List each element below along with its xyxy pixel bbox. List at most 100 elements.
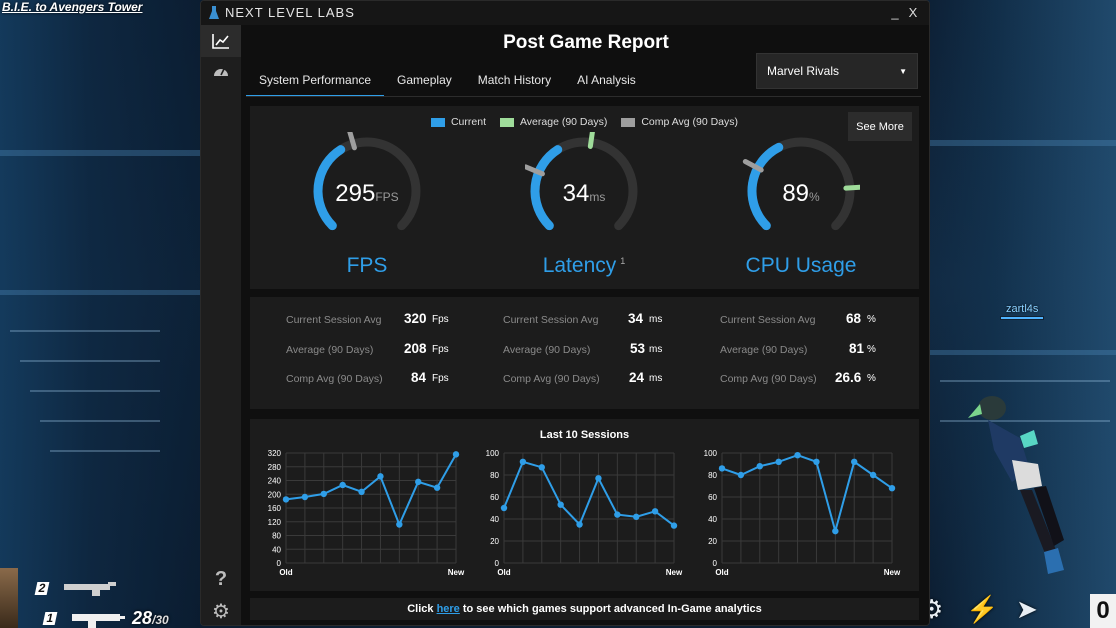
stat-value: 81	[849, 341, 865, 356]
weapon-slot-1: 1	[42, 611, 58, 625]
chart-data-point	[301, 493, 309, 501]
background-stairs	[40, 420, 160, 422]
gauge-comp-avg-marker	[525, 164, 545, 177]
gauge-comp-avg-marker	[347, 132, 357, 151]
game-select-dropdown[interactable]: Marvel Rivals ▼	[756, 53, 918, 89]
background-stairs	[20, 360, 160, 362]
close-button[interactable]: X	[908, 5, 918, 20]
player-character	[968, 396, 1064, 574]
background-stairs	[940, 380, 1110, 382]
sidebar-item-settings[interactable]: ⚙	[201, 595, 241, 625]
background-stairs	[10, 330, 160, 332]
stat-unit: %	[867, 314, 876, 325]
stat-value: 208	[404, 341, 427, 356]
background-stairs	[30, 390, 160, 392]
stat-row: Current Session Avg 68%	[720, 311, 920, 331]
chart-data-point	[500, 504, 508, 512]
stat-row: Comp Avg (90 Days) 84 Fps	[286, 370, 486, 390]
cpu-sessions-chart: 0 20 40 60 80 100 Old New	[704, 449, 901, 577]
tab-ai-analysis[interactable]: AI Analysis	[577, 73, 636, 87]
stat-value: 68	[846, 311, 862, 326]
secondary-weapon-icon	[64, 582, 116, 596]
minimize-button[interactable]: _	[891, 5, 899, 20]
legend-swatch-comp-avg	[621, 117, 636, 127]
chart-data-point	[718, 465, 726, 472]
chart-data-point	[651, 508, 659, 515]
chart-data-point	[756, 463, 763, 470]
chart-data-point	[775, 458, 782, 465]
tab-gameplay[interactable]: Gameplay	[397, 73, 452, 87]
latency-gauge: 34ms	[525, 132, 665, 282]
brand-name: NEXT LEVEL LABS	[225, 5, 355, 20]
report-tabs: System Performance Gameplay Match Histor…	[246, 65, 649, 97]
title-bar[interactable]: NEXT LEVEL LABS _ X	[201, 1, 929, 25]
stat-label: Comp Avg (90 Days)	[720, 373, 817, 385]
chart-x-tick-label: New	[666, 568, 683, 577]
fps-gauge: 295FPS	[308, 132, 448, 282]
cpu-gauge: 89%	[742, 132, 882, 282]
background-stairs	[50, 450, 160, 452]
flask-logo-icon	[209, 5, 219, 19]
chart-data-point	[320, 490, 327, 498]
fps-gauge-label-text: FPS	[346, 254, 388, 277]
chart-data-point	[595, 475, 602, 482]
footer-link[interactable]: here	[436, 603, 460, 615]
stat-unit: ms	[649, 344, 663, 355]
chart-y-tick-label: 100	[486, 449, 500, 458]
stat-row: Average (90 Days) 81%	[720, 341, 920, 361]
sidebar-item-performance[interactable]	[201, 55, 241, 87]
stat-row: Comp Avg (90 Days) 26.6%	[720, 370, 920, 390]
primary-weapon-icon	[72, 614, 125, 628]
stat-unit: Fps	[432, 314, 449, 325]
latency-gauge-dial	[525, 132, 638, 231]
tab-system-performance[interactable]: System Performance	[246, 65, 385, 97]
tab-match-history[interactable]: Match History	[477, 73, 552, 87]
chart-data-point	[670, 522, 678, 529]
stat-value: 84	[411, 370, 427, 385]
latency-gauge-unit: ms	[589, 190, 606, 204]
report-content: Post Game Report System Performance Game…	[241, 25, 929, 625]
latency-footnote-marker: 1	[620, 256, 626, 266]
stat-unit: %	[867, 344, 876, 355]
sidebar-item-reports[interactable]	[201, 25, 241, 57]
latency-gauge-label-text: Latency	[542, 254, 617, 277]
stat-row: Average (90 Days) 53 ms	[503, 341, 703, 361]
cpu-gauge-dial	[742, 137, 860, 231]
gauge-current-arc	[313, 145, 346, 231]
gauges-panel: Current Average (90 Days) Comp Avg (90 D…	[250, 106, 919, 289]
stat-unit: ms	[649, 314, 663, 325]
cpu-gauge-unit: %	[809, 190, 820, 204]
player-name-tag: zartl4s	[1006, 303, 1039, 315]
chart-y-tick-label: 80	[272, 532, 281, 541]
chart-y-tick-label: 60	[708, 493, 717, 502]
legend-current-label: Current	[450, 116, 486, 128]
lightning-ability-icon: ⚡	[966, 594, 999, 624]
sidebar-item-help[interactable]: ?	[201, 563, 241, 595]
stat-value: 34	[628, 311, 644, 326]
chevron-down-icon: ▼	[899, 66, 907, 76]
ammo-counter: 28/30	[132, 608, 169, 628]
see-more-button[interactable]: See More	[848, 112, 912, 141]
fps-gauge-unit: FPS	[375, 190, 399, 204]
chart-data-point	[339, 481, 346, 489]
stat-label: Comp Avg (90 Days)	[286, 373, 383, 385]
chart-series-line	[285, 453, 457, 528]
stat-row: Comp Avg (90 Days) 24 ms	[503, 370, 703, 390]
chart-data-point	[813, 458, 820, 465]
stat-label: Comp Avg (90 Days)	[503, 373, 600, 385]
chart-data-point	[538, 464, 545, 471]
legend-comp-avg-label: Comp Avg (90 Days)	[641, 116, 739, 128]
legend-comp-avg: Comp Avg (90 Days)	[621, 116, 738, 128]
background-beam	[930, 140, 1116, 146]
chart-x-tick-label: Old	[715, 568, 728, 577]
ability-hud: ⚙ ⚡ ➤	[920, 590, 1116, 628]
chart-y-tick-label: 320	[268, 449, 282, 458]
chart-y-tick-label: 200	[268, 490, 282, 499]
chart-x-tick-label: New	[448, 568, 465, 577]
legend-swatch-current	[430, 117, 445, 127]
chart-y-tick-label: 60	[490, 493, 499, 502]
weapon-hud: 2 1 28/30	[0, 568, 200, 628]
stats-panel: Current Session Avg 320 Fps Average (90 Da…	[250, 297, 919, 409]
brand: NEXT LEVEL LABS	[209, 5, 355, 20]
app-window: NEXT LEVEL LABS _ X ? ⚙ Post Game Report…	[200, 0, 930, 626]
